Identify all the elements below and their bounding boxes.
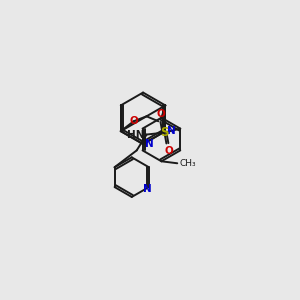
- Text: N: N: [167, 126, 176, 136]
- Text: O: O: [129, 116, 138, 126]
- Text: O: O: [164, 146, 173, 156]
- Text: N: N: [145, 139, 154, 149]
- Text: HN: HN: [127, 130, 145, 140]
- Text: CH₃: CH₃: [179, 159, 196, 168]
- Text: S: S: [160, 126, 169, 139]
- Text: O: O: [156, 109, 165, 119]
- Text: N: N: [142, 184, 151, 194]
